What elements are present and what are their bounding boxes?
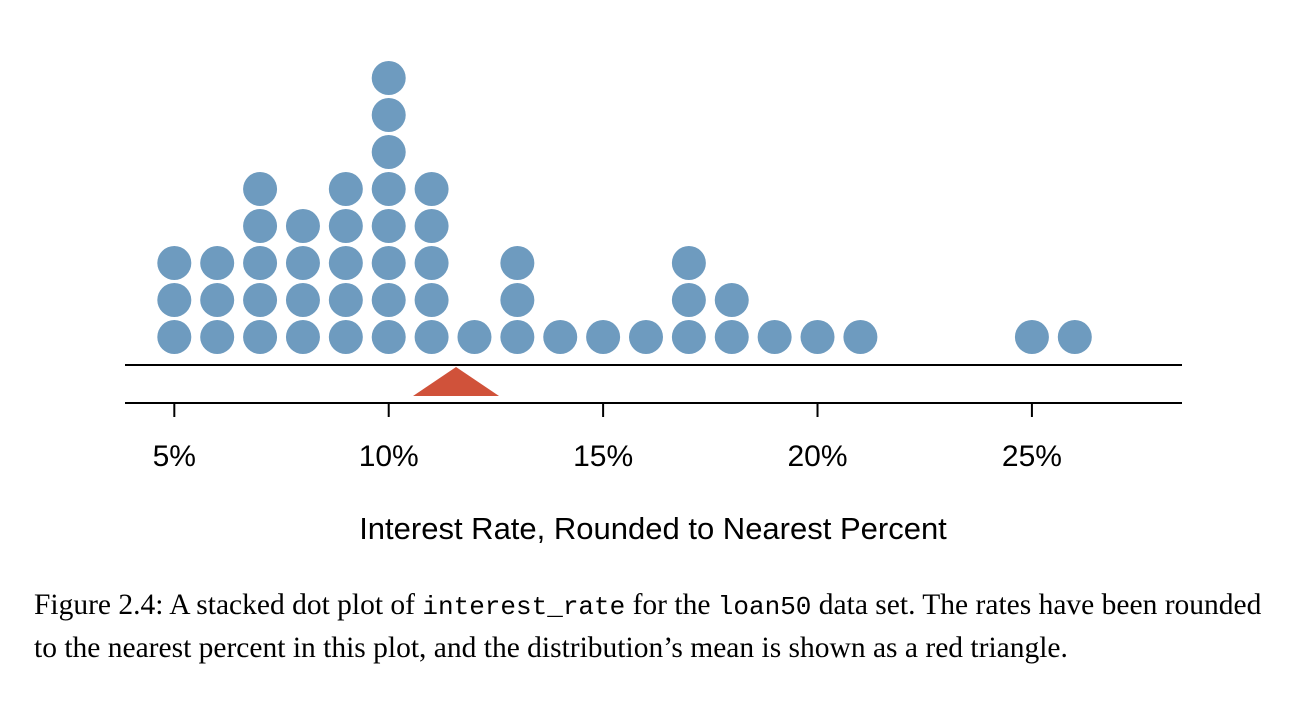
dot-mark xyxy=(200,320,235,354)
x-tick-label: 15% xyxy=(573,440,633,473)
dot-mark xyxy=(1014,320,1049,354)
dot-mark xyxy=(285,320,320,354)
dot-mark xyxy=(200,283,235,317)
dot-mark xyxy=(414,209,449,243)
x-axis-title: Interest Rate, Rounded to Nearest Percen… xyxy=(359,511,947,546)
dot-mark xyxy=(500,283,535,317)
dot-mark xyxy=(243,209,278,243)
caption-suffix: data set. The rates have been rounded to… xyxy=(34,589,1262,664)
dot-mark xyxy=(328,172,363,206)
dot-mark xyxy=(543,320,578,354)
dot-marks xyxy=(157,61,1092,354)
dot-mark xyxy=(671,283,706,317)
dot-mark xyxy=(243,172,278,206)
caption-var-interest-rate: interest_rate xyxy=(422,592,626,622)
dot-mark xyxy=(371,172,406,206)
dot-mark xyxy=(328,246,363,280)
dot-mark xyxy=(371,98,406,132)
dot-mark xyxy=(414,246,449,280)
dot-mark xyxy=(714,283,749,317)
dot-mark xyxy=(414,172,449,206)
dot-mark xyxy=(628,320,663,354)
dot-mark xyxy=(800,320,835,354)
dot-mark xyxy=(371,320,406,354)
caption-var-loan50: loan50 xyxy=(717,592,812,622)
dot-mark xyxy=(328,320,363,354)
dot-mark xyxy=(243,246,278,280)
dot-mark xyxy=(757,320,792,354)
dot-mark xyxy=(500,246,535,280)
dot-mark xyxy=(500,320,535,354)
dot-mark xyxy=(328,283,363,317)
dot-mark xyxy=(371,246,406,280)
dot-mark xyxy=(671,320,706,354)
caption-mid: for the xyxy=(625,589,718,621)
dot-mark xyxy=(243,283,278,317)
dot-mark xyxy=(843,320,878,354)
dot-mark xyxy=(285,246,320,280)
dot-mark xyxy=(671,246,706,280)
dot-mark xyxy=(157,246,192,280)
dot-mark xyxy=(157,320,192,354)
dot-mark xyxy=(586,320,621,354)
dot-mark xyxy=(328,209,363,243)
dot-mark xyxy=(371,135,406,169)
x-tick-label: 20% xyxy=(787,440,847,473)
dot-mark xyxy=(414,320,449,354)
dot-mark xyxy=(371,209,406,243)
caption-prefix: Figure 2.4: A stacked dot plot of xyxy=(34,589,423,621)
x-tick-label: 5% xyxy=(153,440,196,473)
dot-mark xyxy=(371,61,406,95)
x-tick-label: 10% xyxy=(359,440,419,473)
dot-mark xyxy=(714,320,749,354)
x-axis-ticks: 5% 10% 15% 20% 25% xyxy=(153,403,1062,473)
mean-triangle xyxy=(413,367,500,396)
x-tick-label: 25% xyxy=(1002,440,1062,473)
dot-mark xyxy=(157,283,192,317)
dot-mark xyxy=(285,209,320,243)
dot-mark xyxy=(200,246,235,280)
dot-plot-chart: 5% 10% 15% 20% 25% Interest Rate, Rounded to… xyxy=(125,61,1182,546)
dot-mark xyxy=(243,320,278,354)
dot-mark xyxy=(457,320,492,354)
dot-mark xyxy=(285,283,320,317)
dot-mark xyxy=(1057,320,1092,354)
figure-caption: Figure 2.4: A stacked dot plot of intere… xyxy=(34,585,1279,669)
dot-mark xyxy=(414,283,449,317)
dot-mark xyxy=(371,283,406,317)
